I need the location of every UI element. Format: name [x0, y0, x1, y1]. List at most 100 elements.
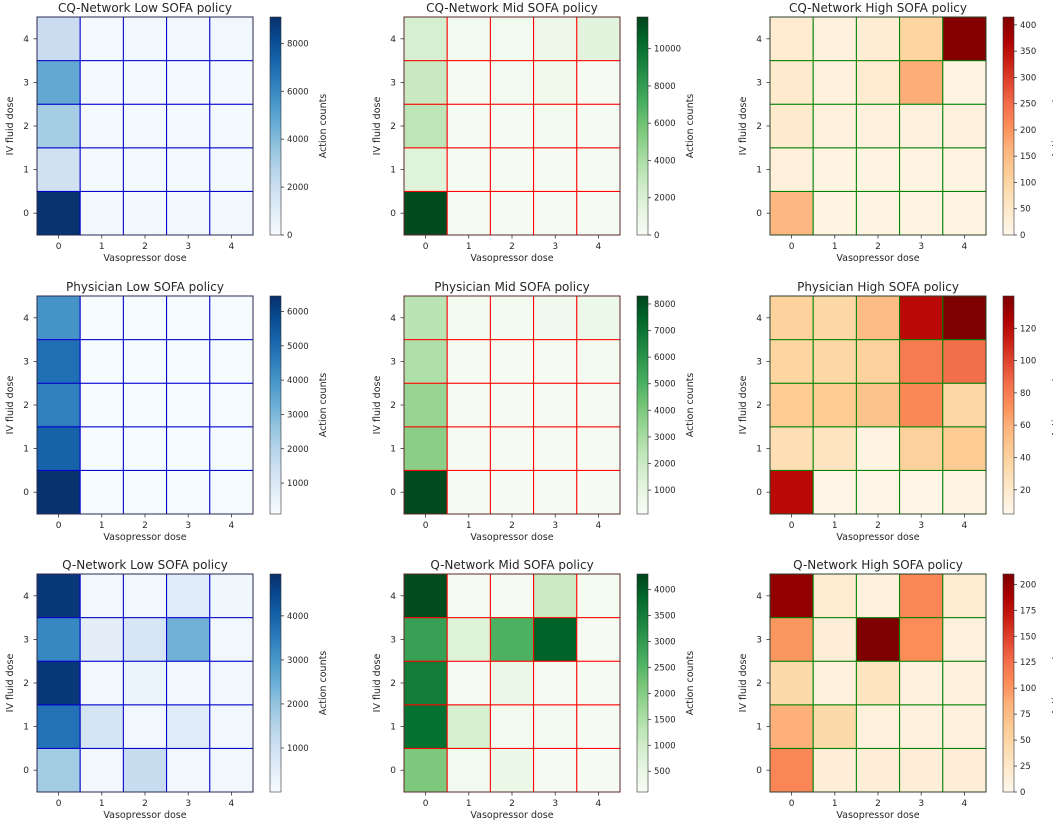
heatmap-cell — [166, 704, 211, 749]
y-tick-label: 2 — [23, 679, 29, 689]
y-tick-label: 2 — [23, 122, 29, 132]
colorbar-tick-label: 2000 — [287, 183, 309, 193]
heatmap-cell — [122, 190, 168, 236]
heatmap-cell — [403, 469, 448, 515]
colorbar-tick-label: 4000 — [287, 376, 309, 386]
heatmap-cell — [533, 617, 578, 662]
heatmap-cell — [166, 103, 211, 149]
heatmap-cell — [166, 147, 211, 192]
heatmap-cell — [446, 147, 491, 192]
heatmap-cell — [209, 617, 254, 662]
heatmap-cell — [855, 660, 901, 706]
heatmap-cell — [855, 190, 901, 236]
y-tick-label: 0 — [390, 209, 396, 219]
heatmap-cell — [769, 617, 814, 662]
x-tick-label: 1 — [466, 242, 472, 252]
heatmap-cell — [209, 660, 254, 706]
colorbar-tick-label: 2000 — [654, 194, 676, 204]
heatmap-cell — [166, 573, 211, 619]
heatmap-cell — [942, 147, 987, 192]
x-tick-label: 4 — [229, 521, 235, 531]
colorbar-tick-label: 125 — [1020, 658, 1036, 668]
heatmap-cell — [122, 295, 168, 341]
colorbar-tick-label: 500 — [654, 767, 670, 777]
heatmap-cell — [446, 339, 491, 384]
heatmap-cell — [79, 426, 124, 471]
colorbar-tick-label: 8000 — [287, 39, 309, 49]
y-tick-label: 4 — [23, 35, 29, 45]
colorbar — [1002, 295, 1015, 515]
colorbar-tick-label: 1500 — [654, 715, 676, 725]
heatmap-cell — [855, 103, 901, 149]
heatmap-cell — [166, 295, 211, 341]
heatmap-cell — [403, 426, 448, 471]
colorbar-tick-label: 5000 — [287, 342, 309, 352]
colorbar-tick-label: 400 — [1020, 21, 1036, 31]
y-tick-label: 0 — [390, 766, 396, 776]
heatmap-cell — [533, 103, 578, 149]
colorbar-tick-label: 6000 — [287, 87, 309, 97]
heatmap-cell — [812, 573, 857, 619]
heatmap-panel: CQ-Network Low SOFA policy 0 1 2 3 4 0 1 2 3 4 Vaso… — [5, 1, 329, 264]
heatmap-cell — [79, 60, 124, 105]
y-tick-label: 1 — [23, 445, 29, 455]
heatmap-cell — [122, 617, 168, 662]
x-tick-label: 3 — [918, 799, 924, 809]
heatmap-cell — [36, 190, 81, 236]
colorbar-tick-label: 150 — [1020, 632, 1036, 642]
heatmap-cell — [446, 16, 491, 62]
x-tick-label: 3 — [552, 521, 558, 531]
colorbar-label: Action counts — [318, 373, 329, 438]
heatmap-cell — [942, 16, 987, 62]
y-tick-label: 3 — [756, 78, 762, 88]
heatmap-cell — [769, 60, 814, 105]
y-tick-label: 4 — [390, 314, 396, 324]
heatmap-cell — [576, 617, 621, 662]
colorbar-tick-label: 100 — [1020, 684, 1036, 694]
heatmap-cell — [403, 573, 448, 619]
x-axis-label: Vasopressor dose — [470, 532, 553, 543]
x-tick-label: 4 — [229, 799, 235, 809]
heatmap-cell — [79, 339, 124, 384]
heatmap-cell — [79, 190, 124, 236]
colorbar — [1002, 573, 1015, 793]
x-tick-label: 2 — [875, 242, 881, 252]
colorbar-tick-label: 5000 — [654, 380, 676, 390]
heatmap-cell — [79, 469, 124, 515]
heatmap-cell — [942, 295, 987, 341]
heatmap-cell — [446, 426, 491, 471]
heatmap-cell — [769, 573, 814, 619]
heatmap-cell — [942, 704, 987, 749]
heatmap-cell — [446, 382, 491, 428]
heatmap-cell — [533, 147, 578, 192]
heatmap-cell — [812, 190, 857, 236]
heatmap-cell — [446, 469, 491, 515]
chart-title: CQ-Network Low SOFA policy — [58, 1, 232, 15]
y-tick-label: 4 — [23, 314, 29, 324]
heatmap-cell — [855, 573, 901, 619]
colorbar-tick-label: 4000 — [287, 612, 309, 622]
colorbar-tick-label: 1000 — [654, 741, 676, 751]
x-axis-label: Vasopressor dose — [470, 810, 553, 821]
heatmap-cell — [812, 60, 857, 105]
heatmap-cell — [899, 469, 944, 515]
heatmap-cell — [533, 573, 578, 619]
heatmap-panel: CQ-Network Mid SOFA policy 0 1 2 3 4 0 1 2 3 4 Vaso… — [372, 1, 696, 264]
colorbar-label: Action counts — [1051, 373, 1053, 438]
heatmap-cell — [446, 660, 491, 706]
colorbar-tick-label: 3000 — [287, 410, 309, 420]
heatmap-cell — [403, 147, 448, 192]
heatmap-cell — [576, 339, 621, 384]
heatmap-cell — [489, 190, 535, 236]
heatmap-cell — [79, 147, 124, 192]
heatmap-cell — [812, 382, 857, 428]
colorbar-label: Action counts — [685, 94, 696, 159]
colorbar-tick-label: 6000 — [654, 119, 676, 129]
heatmap-cell — [36, 747, 81, 793]
y-tick-label: 2 — [756, 401, 762, 411]
heatmap-cell — [812, 339, 857, 384]
heatmap-cell — [942, 469, 987, 515]
y-tick-label: 1 — [390, 445, 396, 455]
heatmap-cell — [899, 426, 944, 471]
